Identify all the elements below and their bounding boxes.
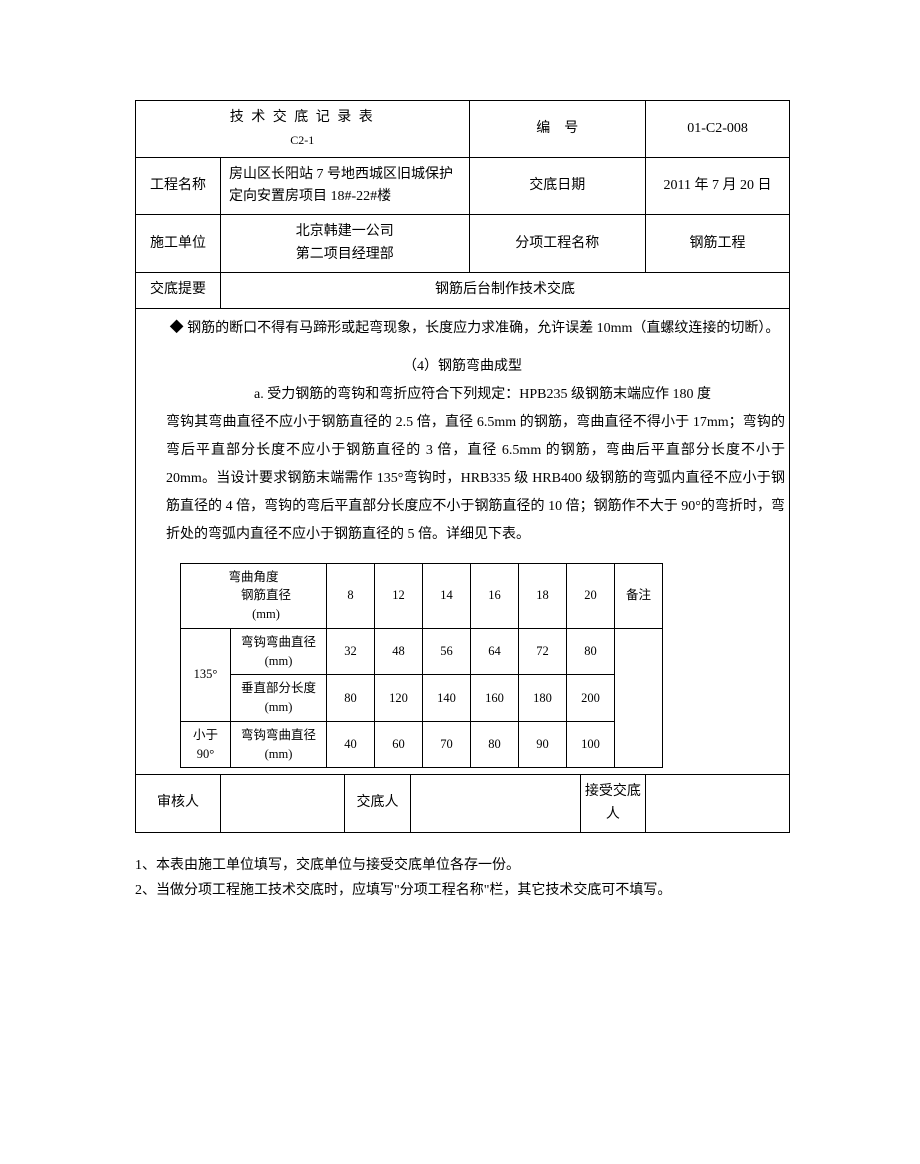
col-18: 18 xyxy=(519,563,567,628)
head-angle: 弯曲角度 xyxy=(228,570,278,584)
footer-notes: 1、本表由施工单位填写，交底单位与接受交底单位各存一份。 2、当做分项工程施工技… xyxy=(135,853,790,903)
col-12: 12 xyxy=(375,563,423,628)
date-value: 2011 年 7 月 20 日 xyxy=(646,157,790,215)
r0c1: 48 xyxy=(375,628,423,675)
summary-value: 钢筋后台制作技术交底 xyxy=(221,273,790,308)
r2c3: 80 xyxy=(471,721,519,768)
r2c0: 40 xyxy=(327,721,375,768)
col-8: 8 xyxy=(327,563,375,628)
body-cell: ◆ 钢筋的断口不得有马蹄形或起弯现象，长度应力求准确，允许误差 10mm（直螺纹… xyxy=(136,308,790,775)
sig-disclosure-label: 交底人 xyxy=(345,775,410,833)
r0c2: 56 xyxy=(423,628,471,675)
subproj-label: 分项工程名称 xyxy=(469,215,646,273)
project-value: 房山区长阳站 7 号地西城区旧城保护定向安置房项目 18#-22#楼 xyxy=(221,157,470,215)
bullet-text: ◆ 钢筋的断口不得有马蹄形或起弯现象，长度应力求准确，允许误差 10mm（直螺纹… xyxy=(140,315,785,343)
subproj-value: 钢筋工程 xyxy=(646,215,790,273)
head-unit: (mm) xyxy=(252,607,280,621)
serial-value: 01-C2-008 xyxy=(646,101,790,158)
row1-sub: 垂直部分长度 (mm) xyxy=(231,675,327,722)
r1c0: 80 xyxy=(327,675,375,722)
r0c5: 80 xyxy=(567,628,615,675)
unit-value: 北京韩建一公司 第二项目经理部 xyxy=(221,215,470,273)
col-20: 20 xyxy=(567,563,615,628)
sig-receiver-label: 接受交底人 xyxy=(580,775,645,833)
r2c2: 70 xyxy=(423,721,471,768)
unit-line2: 第二项目经理部 xyxy=(296,247,394,262)
inner-head: 弯曲角度 钢筋直径 (mm) xyxy=(181,563,327,628)
r0c3: 64 xyxy=(471,628,519,675)
footer-note1: 1、本表由施工单位填写，交底单位与接受交底单位各存一份。 xyxy=(135,853,790,878)
r2c1: 60 xyxy=(375,721,423,768)
r1c5: 200 xyxy=(567,675,615,722)
r1c3: 160 xyxy=(471,675,519,722)
r1c4: 180 xyxy=(519,675,567,722)
date-label: 交底日期 xyxy=(469,157,646,215)
row0-sub: 弯钩弯曲直径 (mm) xyxy=(231,628,327,675)
col-14: 14 xyxy=(423,563,471,628)
r2c4: 90 xyxy=(519,721,567,768)
angle-135: 135° xyxy=(181,628,231,721)
footer-note2: 2、当做分项工程施工技术交底时，应填写"分项工程名称"栏，其它技术交底可不填写。 xyxy=(135,878,790,903)
r1c1: 120 xyxy=(375,675,423,722)
head-diameter: 钢筋直径 xyxy=(241,588,291,602)
para-a: a. 受力钢筋的弯钩和弯折应符合下列规定：HPB235 级钢筋末端应作 180 … xyxy=(140,381,785,409)
section-4-head: （4）钢筋弯曲成型 xyxy=(140,353,785,381)
sig-reviewer-val xyxy=(221,775,345,833)
row2-sub: 弯钩弯曲直径 (mm) xyxy=(231,721,327,768)
summary-label: 交底提要 xyxy=(136,273,221,308)
unit-line1: 北京韩建一公司 xyxy=(296,224,394,239)
col-remark: 备注 xyxy=(615,563,663,628)
inner-table: 弯曲角度 钢筋直径 (mm) 8 12 14 16 18 20 备注 xyxy=(180,563,663,769)
sig-reviewer-label: 审核人 xyxy=(136,775,221,833)
sig-disclosure-val xyxy=(410,775,580,833)
r0c4: 72 xyxy=(519,628,567,675)
r0c0: 32 xyxy=(327,628,375,675)
r1c2: 140 xyxy=(423,675,471,722)
serial-label: 编 号 xyxy=(469,101,646,158)
title-main: 技 术 交 底 记 录 表 xyxy=(230,110,375,125)
project-label: 工程名称 xyxy=(136,157,221,215)
angle-90: 小于 90° xyxy=(181,721,231,768)
remark-cell xyxy=(615,628,663,768)
unit-label: 施工单位 xyxy=(136,215,221,273)
col-16: 16 xyxy=(471,563,519,628)
form-title: 技 术 交 底 记 录 表 C2-1 xyxy=(136,101,470,158)
title-code: C2-1 xyxy=(140,131,465,150)
sig-receiver-val xyxy=(646,775,790,833)
main-table: 技 术 交 底 记 录 表 C2-1 编 号 01-C2-008 工程名称 房山… xyxy=(135,100,790,833)
r2c5: 100 xyxy=(567,721,615,768)
para-body: 弯钩其弯曲直径不应小于钢筋直径的 2.5 倍，直径 6.5mm 的钢筋，弯曲直径… xyxy=(140,409,785,549)
